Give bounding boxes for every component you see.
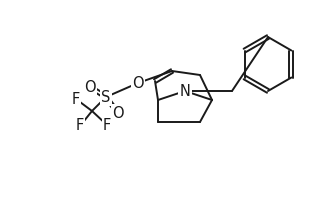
Text: O: O [132, 76, 144, 90]
Text: S: S [101, 90, 111, 104]
Text: N: N [179, 83, 190, 99]
Text: O: O [112, 106, 124, 120]
Text: F: F [76, 118, 84, 134]
Text: F: F [72, 92, 80, 106]
Text: F: F [103, 118, 111, 132]
Text: O: O [84, 79, 96, 95]
